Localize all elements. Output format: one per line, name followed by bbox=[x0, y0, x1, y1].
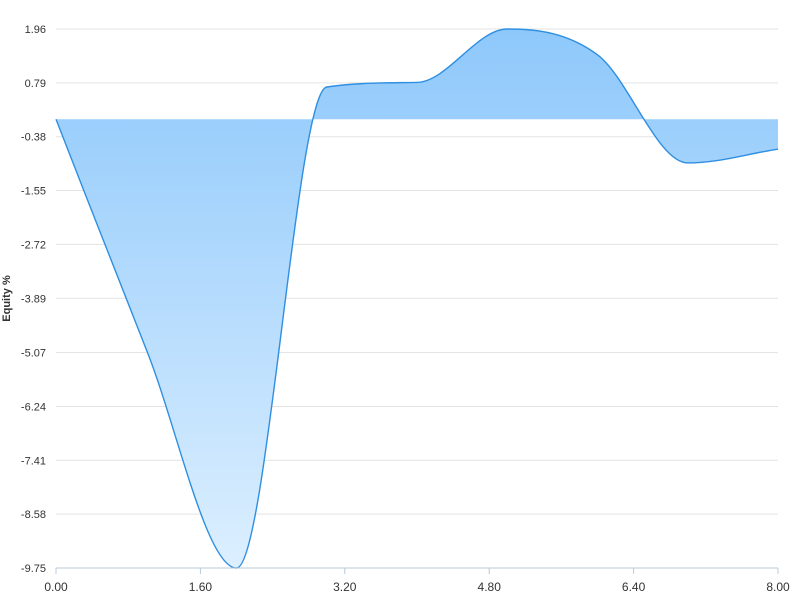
y-tick-label: 1.96 bbox=[25, 24, 46, 36]
area-series bbox=[55, 28, 779, 569]
y-tick-label: -0.38 bbox=[21, 132, 46, 144]
axes bbox=[55, 567, 779, 574]
y-tick-label: -1.55 bbox=[21, 186, 46, 198]
x-tick-label: 4.80 bbox=[478, 580, 502, 594]
x-tick-label: 8.00 bbox=[766, 580, 790, 594]
x-tick-label: 0.00 bbox=[44, 580, 68, 594]
y-tick-label: -3.89 bbox=[21, 293, 46, 305]
tick-labels: 1.96 0.79 -0.38 -1.55 -2.72 -3.89 -5.07 -6.24 -7… bbox=[21, 24, 790, 594]
equity-line bbox=[55, 28, 779, 569]
x-tick-label: 3.20 bbox=[333, 580, 357, 594]
y-tick-label: -9.75 bbox=[21, 563, 46, 575]
y-tick-label: -6.24 bbox=[21, 401, 46, 413]
y-tick-label: -2.72 bbox=[21, 239, 46, 251]
y-tick-label: 0.79 bbox=[25, 78, 46, 90]
y-axis-label: Equity % bbox=[1, 275, 13, 322]
x-tick-label: 1.60 bbox=[189, 580, 213, 594]
y-tick-label: -7.41 bbox=[21, 455, 46, 467]
y-tick-label: -5.07 bbox=[21, 348, 46, 360]
x-tick-label: 6.40 bbox=[622, 580, 646, 594]
y-tick-label: -8.58 bbox=[21, 509, 46, 521]
equity-area-fill bbox=[56, 29, 778, 568]
